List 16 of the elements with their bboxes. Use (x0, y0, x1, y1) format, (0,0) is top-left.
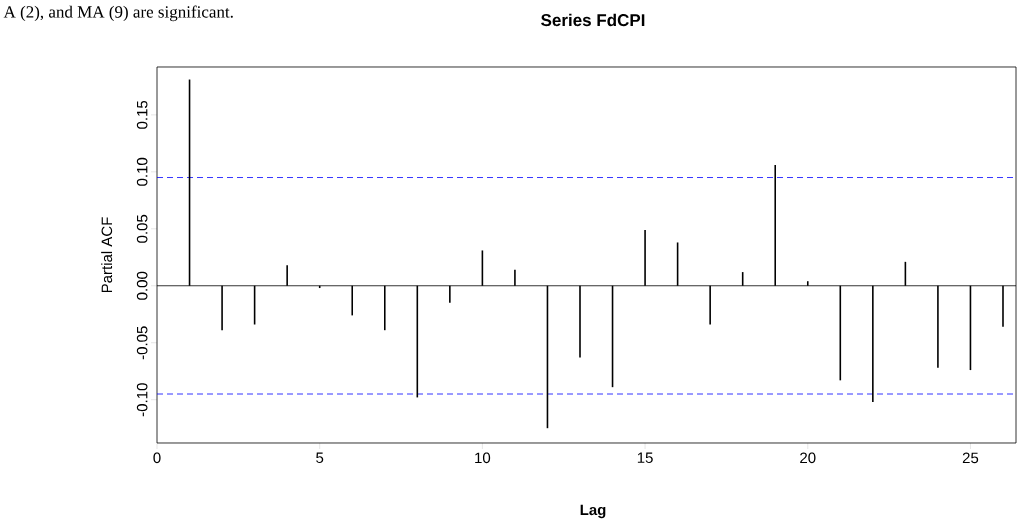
x-tick-label: 15 (637, 452, 653, 463)
y-axis-title: Partial ACF (101, 217, 113, 293)
chart-title: Series FdCPI (541, 13, 645, 27)
x-tick-label: 20 (800, 452, 816, 464)
y-tick-label: -0.05 (136, 326, 148, 360)
x-tick-label: 0 (153, 452, 161, 464)
x-axis-title: Lag (580, 504, 606, 519)
x-tick-label: 5 (316, 452, 324, 463)
y-tick-label: 0.10 (136, 157, 148, 186)
y-tick-label: 0.00 (136, 271, 148, 300)
text: A (2), and MA (9) are significant. (3, 5, 233, 22)
y-tick-label: 0.05 (136, 214, 148, 243)
x-tick-label: 10 (475, 452, 491, 464)
y-tick-label: -0.10 (136, 383, 148, 417)
x-tick-label: 25 (962, 452, 979, 464)
y-tick-label: 0.15 (136, 100, 148, 129)
